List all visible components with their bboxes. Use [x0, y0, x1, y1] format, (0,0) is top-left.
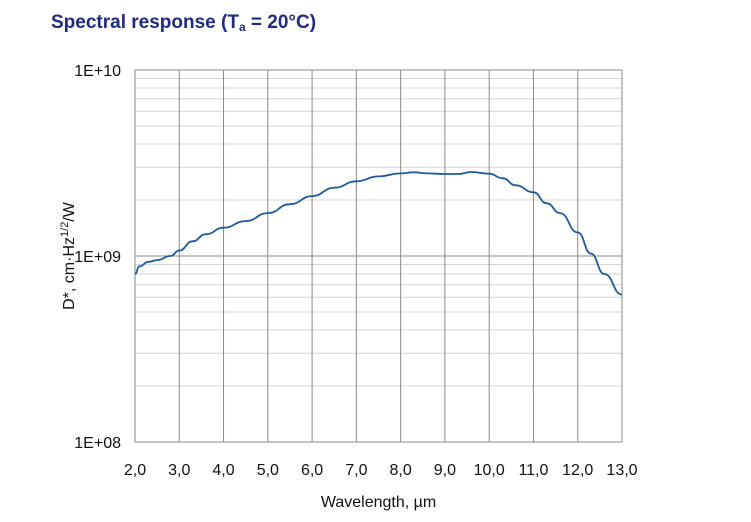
x-tick-labels: 2,0 3,0 4,0 5,0 6,0 7,0 8,0 9,0 10,0 11,0 12,0 13,0	[124, 462, 638, 479]
series-line-detectivity	[134, 171, 623, 296]
y-axis-label-main: D*, cm·Hz	[61, 237, 78, 310]
plot-area-frame	[134, 69, 623, 443]
y-tick-label: 1E+10	[74, 63, 121, 80]
chart-title-main: Spectral response (T	[51, 12, 239, 33]
x-tick-label: 8,0	[390, 462, 412, 479]
y-axis-label-unit: /W	[61, 201, 78, 221]
y-tick-labels: 1E+08 1E+09 1E+10	[74, 63, 121, 452]
x-tick-label: 13,0	[606, 462, 637, 479]
x-tick-label: 2,0	[124, 462, 146, 479]
minor-gridlines	[135, 78, 622, 387]
y-axis-label-superscript: 1/2	[59, 222, 71, 237]
x-tick-label: 7,0	[345, 462, 367, 479]
chart-title-subscript: a	[238, 20, 246, 34]
x-tick-label: 12,0	[562, 462, 593, 479]
chart-title-rest: = 20°C)	[245, 12, 317, 33]
y-axis-label: D*, cm·Hz1/2/W	[59, 201, 78, 310]
x-tick-label: 5,0	[257, 462, 279, 479]
y-tick-label: 1E+09	[74, 249, 121, 266]
x-tick-label: 6,0	[301, 462, 323, 479]
chart-title: Spectral response (Ta = 20°C)	[51, 12, 316, 34]
x-tick-label: 11,0	[518, 462, 548, 479]
x-tick-label: 3,0	[168, 462, 190, 479]
x-tick-label: 4,0	[212, 462, 234, 479]
x-tick-label: 9,0	[434, 462, 456, 479]
y-tick-label: 1E+08	[74, 435, 121, 452]
x-tick-label: 10,0	[474, 462, 505, 479]
x-axis-label: Wavelength, µm	[321, 494, 436, 511]
